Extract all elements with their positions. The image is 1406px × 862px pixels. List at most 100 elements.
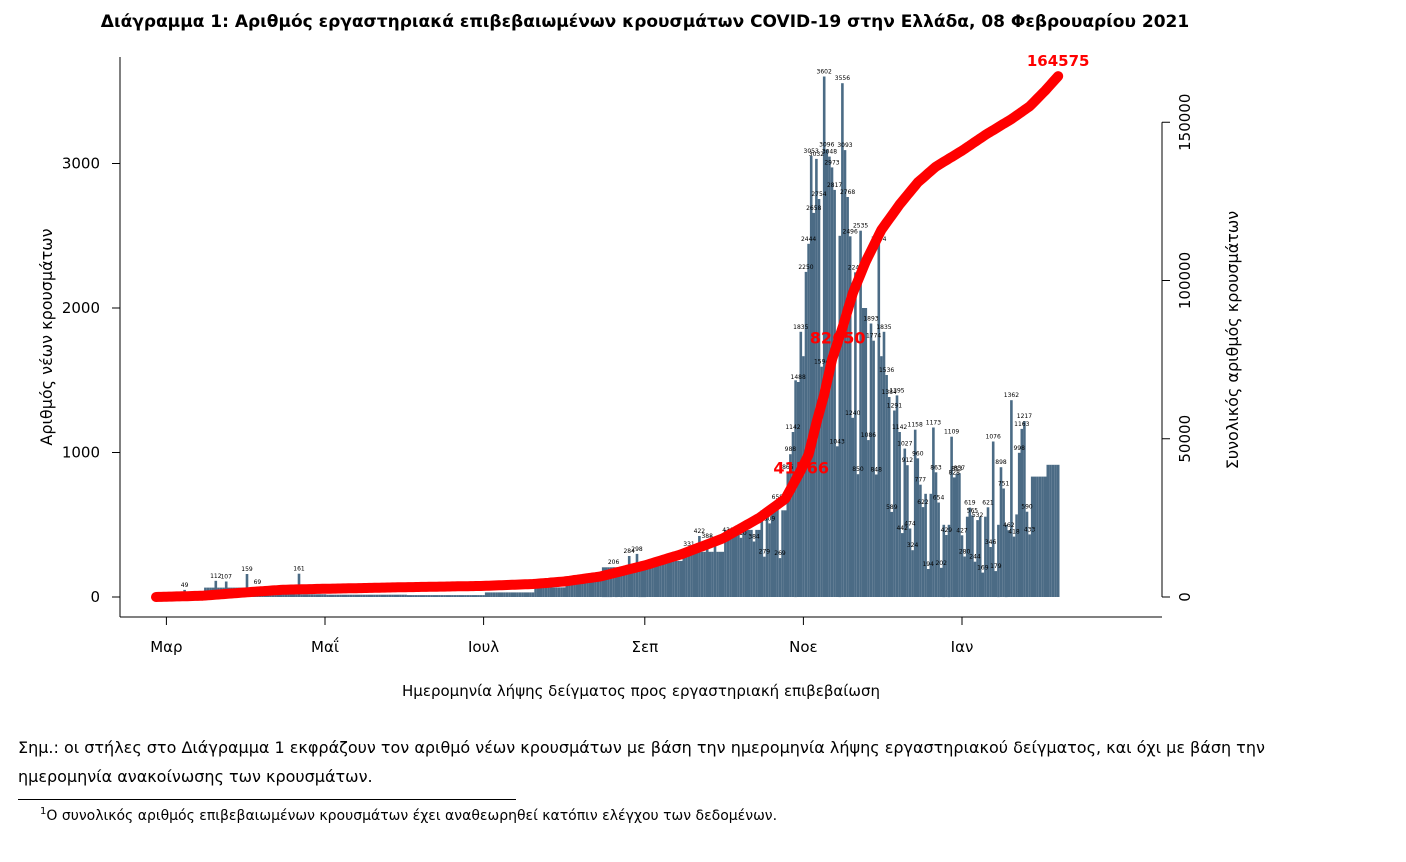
bar	[900, 533, 904, 597]
bar	[625, 567, 628, 597]
bar	[471, 595, 475, 597]
left-axis-tick-label: 1000	[62, 444, 100, 462]
bar	[357, 594, 361, 597]
bar	[708, 551, 712, 597]
bar-value-label: 3053	[804, 148, 819, 155]
bar	[763, 556, 766, 597]
bar	[838, 235, 842, 598]
footnote: 1Ο συνολικός αριθμός επιβεβαιωμένων κρου…	[40, 806, 777, 824]
bar	[1030, 476, 1034, 597]
bar	[687, 549, 691, 597]
bar	[807, 243, 810, 598]
bar	[396, 594, 400, 597]
bar	[898, 432, 901, 597]
bar	[302, 594, 306, 597]
bar-value-label: 1043	[830, 438, 845, 445]
bar	[674, 560, 678, 597]
bar	[963, 556, 966, 597]
bar-value-label: 2250	[798, 264, 813, 271]
bar-value-label: 3032	[809, 151, 824, 158]
bar	[783, 510, 787, 597]
bar	[339, 594, 342, 597]
bar	[308, 594, 311, 597]
bar	[664, 560, 667, 597]
bar	[334, 594, 337, 597]
x-axis-tick-label: Ιουλ	[468, 638, 499, 656]
bar	[336, 594, 340, 597]
bar-value-label: 1142	[785, 424, 800, 431]
bar-value-label: 1163	[1014, 421, 1029, 428]
bar	[539, 587, 543, 597]
bar-value-label: 777	[915, 477, 927, 484]
bar	[916, 458, 920, 597]
bar	[531, 592, 535, 597]
bar	[443, 595, 446, 597]
bar-value-label: 179	[990, 563, 1002, 570]
bar-value-label: 3556	[835, 75, 850, 82]
bar	[952, 477, 956, 597]
bar-value-label: 622	[917, 499, 929, 506]
bar	[867, 440, 870, 597]
bar	[768, 523, 771, 597]
bar	[347, 594, 350, 597]
bar-value-label: 1384	[882, 389, 897, 396]
footnote-rule	[18, 799, 516, 800]
footnote-text: Ο συνολικός αριθμός επιβεβαιωμένων κρουσ…	[46, 808, 778, 824]
bar	[677, 560, 680, 597]
bar-value-label: 1362	[1004, 392, 1019, 399]
bar-value-label: 898	[995, 459, 1007, 466]
bar	[552, 587, 556, 597]
bar	[404, 594, 407, 597]
bar	[414, 595, 418, 597]
bar	[947, 524, 951, 598]
bar	[435, 595, 439, 597]
bar	[932, 427, 935, 597]
bar	[973, 561, 977, 597]
bar	[776, 501, 779, 597]
left-axis-tick-label: 3000	[62, 155, 100, 173]
bar-value-label: 429	[941, 527, 953, 534]
bar	[781, 510, 784, 597]
x-axis-tick-label: Νοε	[789, 638, 818, 656]
bar-value-label: 2444	[801, 236, 816, 243]
bar	[791, 432, 795, 597]
bar	[557, 587, 561, 597]
bar	[874, 474, 878, 597]
bar	[812, 212, 816, 597]
bar-value-label: 1536	[879, 367, 894, 374]
bar	[778, 558, 782, 597]
right-axis-tick-label: 50000	[1176, 415, 1194, 463]
bar	[344, 594, 348, 597]
bar-value-label: 1774	[866, 333, 881, 340]
bar	[877, 243, 881, 598]
chart-title: Διάγραμμα 1: Αριθμός εργαστηριακά επιβεβ…	[100, 12, 1190, 32]
bar	[690, 551, 693, 597]
bar	[328, 594, 332, 597]
bar	[380, 594, 384, 597]
bar	[911, 550, 914, 597]
bar	[523, 592, 527, 597]
bar	[921, 507, 925, 597]
bar	[685, 551, 688, 597]
bar	[945, 535, 948, 597]
bar	[955, 473, 959, 597]
bar-value-label: 850	[852, 466, 864, 473]
bar	[427, 595, 431, 597]
bar-value-label: 49	[181, 582, 189, 589]
bar	[360, 594, 363, 597]
bar	[646, 560, 649, 597]
bar	[354, 594, 358, 597]
bar	[926, 569, 930, 597]
bar	[609, 567, 613, 598]
bar	[477, 595, 480, 597]
bar-value-label: 418	[1008, 529, 1020, 536]
bar	[464, 595, 467, 597]
bar-value-label: 280	[959, 549, 971, 556]
bar	[869, 323, 873, 597]
bar	[292, 594, 296, 597]
bar	[648, 560, 652, 597]
bar-value-label: 298	[631, 546, 643, 553]
axes-layer: 0 1000 2000 3000 Αριθμός νέων κρουσμάτων 0 500…	[37, 57, 1242, 700]
bar-value-label: 159	[241, 566, 253, 573]
bar	[484, 592, 488, 597]
